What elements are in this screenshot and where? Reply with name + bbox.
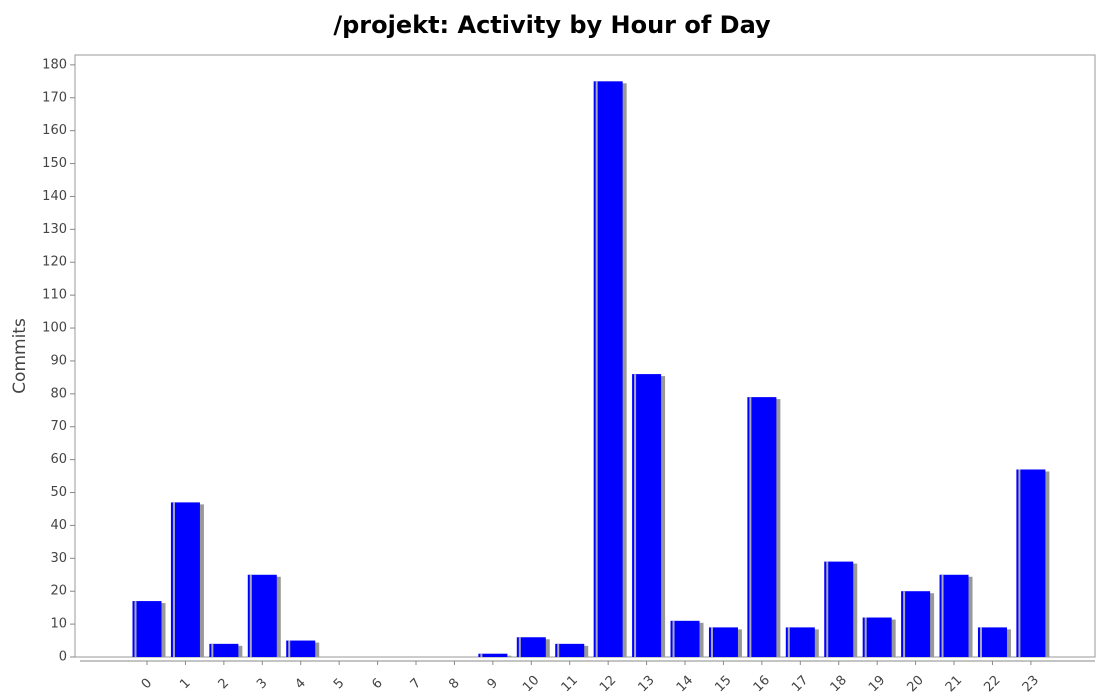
x-tick-label: 9: [485, 676, 501, 692]
bar: [862, 617, 892, 657]
x-tick-label: 0: [139, 676, 155, 692]
bar: [632, 374, 662, 657]
bar: [478, 653, 508, 657]
bar-highlight: [749, 397, 752, 657]
bar: [170, 502, 200, 657]
x-tick-label: 16: [751, 673, 773, 695]
x-tick-label: 5: [331, 676, 347, 692]
x-tick-label: 15: [712, 673, 734, 695]
bar-highlight: [710, 627, 713, 657]
y-axis-label: Commits: [10, 318, 30, 394]
y-tick-label: 140: [42, 189, 67, 204]
y-tick-label: 110: [42, 288, 67, 303]
y-tick-label: 80: [50, 386, 67, 401]
bar-highlight: [826, 561, 829, 657]
y-tick-label: 180: [42, 57, 67, 72]
x-tick-label: 17: [789, 673, 811, 695]
bar: [901, 591, 931, 657]
y-tick-label: 0: [59, 650, 67, 665]
bar-highlight: [979, 627, 982, 657]
bar: [747, 397, 777, 657]
x-tick-label: 11: [559, 673, 581, 695]
chart-title: /projekt: Activity by Hour of Day: [333, 11, 771, 39]
bar: [555, 643, 585, 657]
bar-highlight: [634, 374, 637, 657]
x-tick-label: 14: [674, 673, 696, 695]
y-tick-label: 160: [42, 123, 67, 138]
y-tick-label: 10: [50, 617, 67, 632]
y-tick-label: 50: [50, 485, 67, 500]
bar-highlight: [903, 591, 906, 657]
x-tick-label: 1: [177, 676, 193, 692]
bar-highlight: [518, 637, 521, 657]
y-tick-label: 40: [50, 518, 67, 533]
x-tick-label: 4: [292, 676, 308, 692]
y-tick-label: 100: [42, 321, 67, 336]
x-tick-label: 19: [866, 673, 888, 695]
bar: [824, 561, 854, 657]
bar-highlight: [211, 643, 214, 657]
y-tick-label: 120: [42, 255, 67, 270]
bar-highlight: [595, 81, 598, 657]
bar: [286, 640, 316, 657]
y-tick-label: 150: [42, 156, 67, 171]
bar-highlight: [787, 627, 790, 657]
plot-area: [74, 54, 1096, 658]
x-tick-label: 2: [216, 676, 232, 692]
bar: [670, 620, 700, 657]
bar-highlight: [941, 574, 944, 657]
x-tick-label: 18: [828, 673, 850, 695]
y-tick-label: 90: [50, 353, 67, 368]
y-tick-label: 130: [42, 222, 67, 237]
x-tick-label: 23: [1020, 673, 1042, 695]
bar: [516, 637, 546, 657]
bar-highlight: [480, 653, 483, 657]
bar-highlight: [172, 502, 175, 657]
bar: [1016, 469, 1046, 657]
x-tick-label: 20: [904, 673, 926, 695]
bar-highlight: [134, 601, 137, 657]
bar: [785, 627, 815, 657]
bar: [977, 627, 1007, 657]
bar-highlight: [864, 617, 867, 657]
y-tick-label: 60: [50, 452, 67, 467]
x-tick-label: 6: [369, 676, 385, 692]
bar: [593, 81, 623, 657]
y-tick-label: 70: [50, 419, 67, 434]
x-tick-label: 22: [981, 673, 1003, 695]
bar: [708, 627, 738, 657]
bar-highlight: [672, 620, 675, 657]
bar-highlight: [557, 643, 560, 657]
x-tick-label: 10: [520, 673, 542, 695]
y-tick-label: 20: [50, 584, 67, 599]
bar: [939, 574, 969, 657]
bar: [209, 643, 239, 657]
y-tick-label: 170: [42, 90, 67, 105]
bar: [247, 574, 277, 657]
x-tick-label: 13: [635, 673, 657, 695]
bar-highlight: [288, 640, 291, 657]
y-tick-label: 30: [50, 551, 67, 566]
x-tick-label: 12: [597, 673, 619, 695]
x-tick-label: 7: [408, 676, 424, 692]
x-tick-label: 21: [943, 673, 965, 695]
bar: [132, 601, 162, 657]
x-tick-label: 3: [254, 676, 270, 692]
x-tick-label: 8: [446, 676, 462, 692]
bar-highlight: [1018, 469, 1021, 657]
bar-highlight: [249, 574, 252, 657]
